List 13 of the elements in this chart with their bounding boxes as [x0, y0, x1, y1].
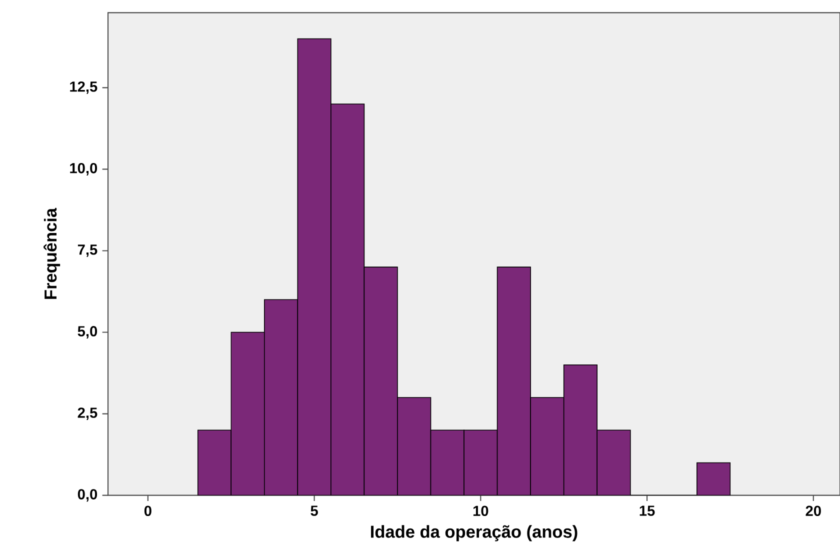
- y-tick-label: 2,5: [78, 408, 98, 420]
- x-tick-label: 5: [310, 506, 318, 516]
- y-tick-label: 5,0: [78, 326, 98, 339]
- y-tick-label: 7,5: [78, 244, 98, 257]
- x-tick-label: 0: [144, 506, 152, 516]
- y-axis-title: Frequência: [44, 208, 60, 299]
- y-tick-label: 0,0: [78, 489, 98, 502]
- y-tick-label: 12,5: [70, 81, 98, 94]
- x-tick-label: 20: [806, 506, 821, 516]
- y-tick-label: 10,0: [70, 162, 98, 176]
- x-axis-title: Idade da operação (anos): [371, 525, 578, 542]
- x-tick-label: 15: [640, 506, 655, 516]
- x-tick-label: 10: [473, 506, 488, 516]
